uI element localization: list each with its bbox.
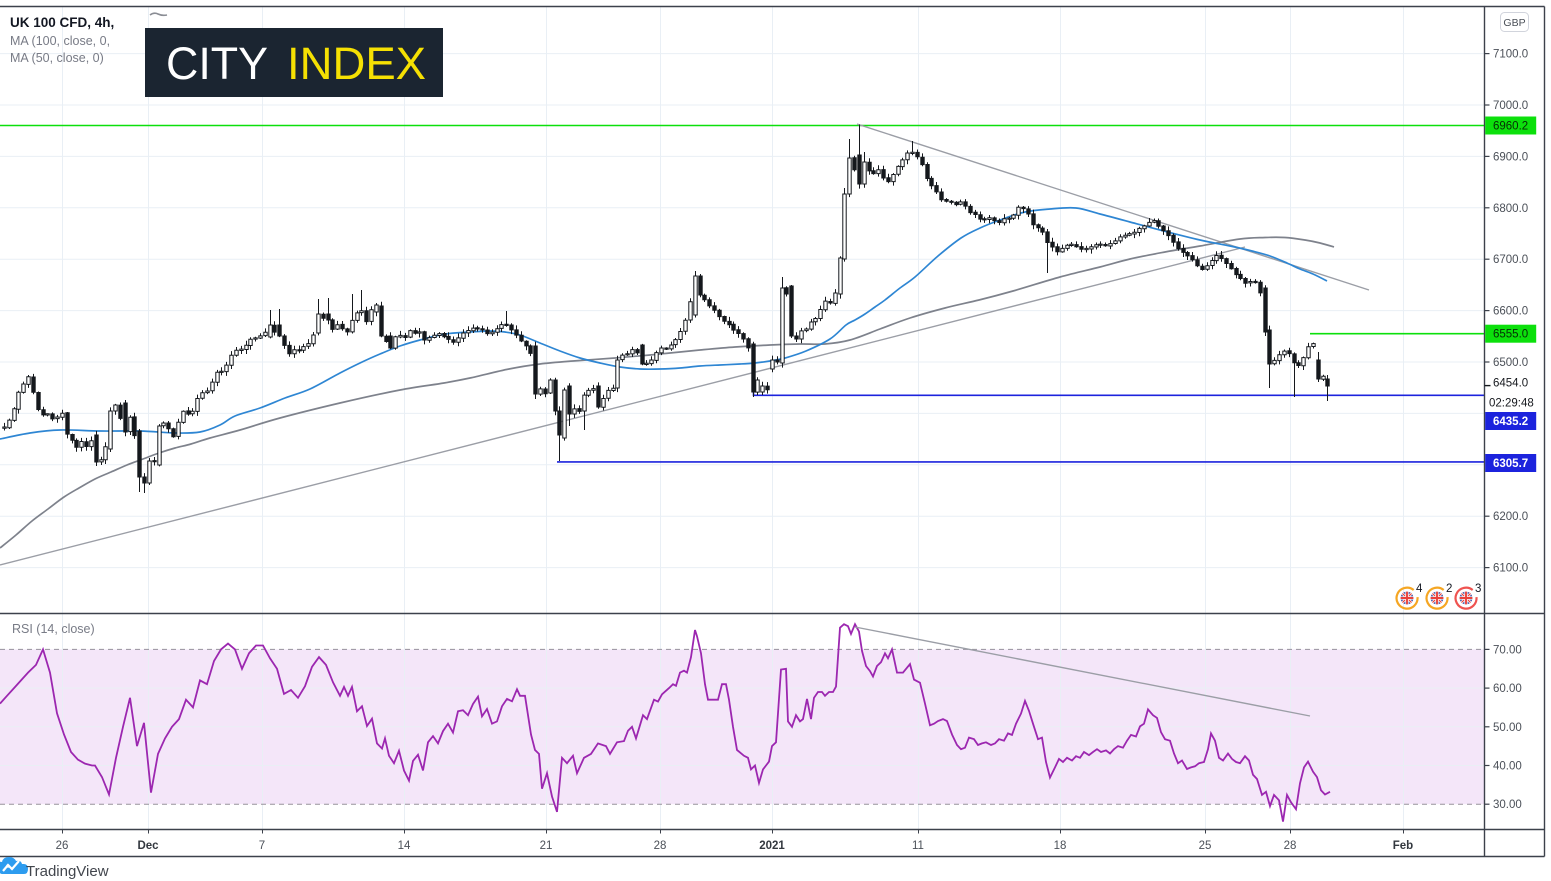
svg-text:Feb: Feb <box>1393 840 1413 852</box>
svg-text:GBP: GBP <box>1503 17 1525 29</box>
svg-text:6700.0: 6700.0 <box>1493 254 1528 266</box>
svg-text:Dec: Dec <box>137 840 159 852</box>
svg-text:21: 21 <box>540 840 553 852</box>
svg-text:6600.0: 6600.0 <box>1493 306 1528 318</box>
svg-text:14: 14 <box>398 840 411 852</box>
svg-text:2021: 2021 <box>759 840 785 852</box>
svg-text:MA (100, close, 0,: MA (100, close, 0, <box>10 34 110 48</box>
svg-text:TradingView: TradingView <box>26 863 109 880</box>
svg-text:11: 11 <box>912 840 924 852</box>
svg-text:60.00: 60.00 <box>1493 683 1522 695</box>
svg-text:6200.0: 6200.0 <box>1493 511 1528 523</box>
svg-text:6100.0: 6100.0 <box>1493 563 1528 575</box>
svg-text:50.00: 50.00 <box>1493 722 1522 734</box>
svg-text:2: 2 <box>1446 583 1452 595</box>
svg-text:7100.0: 7100.0 <box>1493 49 1528 61</box>
svg-text:6900.0: 6900.0 <box>1493 151 1528 163</box>
svg-text:6305.7: 6305.7 <box>1493 458 1528 470</box>
svg-text:70.00: 70.00 <box>1493 644 1522 656</box>
svg-text:MA (50, close, 0): MA (50, close, 0) <box>10 51 104 65</box>
svg-text:6960.2: 6960.2 <box>1493 121 1528 133</box>
svg-text:6500.0: 6500.0 <box>1493 357 1528 369</box>
svg-text:RSI (14, close): RSI (14, close) <box>12 622 95 636</box>
svg-text:4: 4 <box>1416 583 1423 595</box>
svg-text:UK 100 CFD, 4h,: UK 100 CFD, 4h, <box>10 15 114 30</box>
svg-text:30.00: 30.00 <box>1493 799 1522 811</box>
svg-text:7000.0: 7000.0 <box>1493 100 1528 112</box>
svg-text:6454.0: 6454.0 <box>1493 378 1528 390</box>
svg-text:28: 28 <box>654 840 667 852</box>
svg-text:7: 7 <box>259 840 265 852</box>
svg-text:3: 3 <box>1475 583 1481 595</box>
svg-text:6800.0: 6800.0 <box>1493 203 1528 215</box>
svg-text:CITY: CITY <box>166 38 268 89</box>
svg-text:02:29:48: 02:29:48 <box>1489 398 1534 410</box>
svg-text:6555.0: 6555.0 <box>1493 329 1528 341</box>
svg-text:25: 25 <box>1199 840 1212 852</box>
svg-text:28: 28 <box>1284 840 1297 852</box>
svg-text:6435.2: 6435.2 <box>1493 416 1528 428</box>
svg-text:18: 18 <box>1054 840 1067 852</box>
svg-text:40.00: 40.00 <box>1493 761 1522 773</box>
svg-text:INDEX: INDEX <box>287 38 426 89</box>
svg-text:26: 26 <box>56 840 69 852</box>
